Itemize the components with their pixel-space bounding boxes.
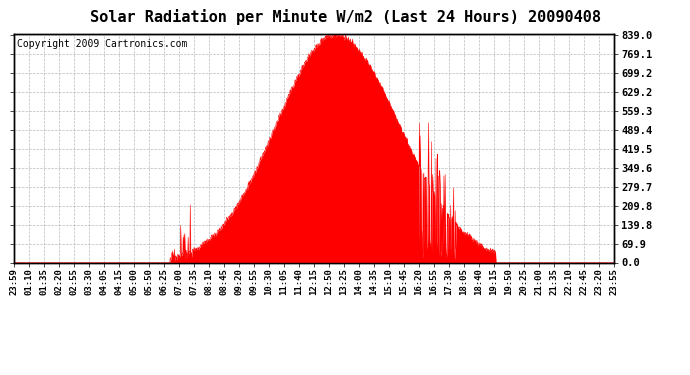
Text: Copyright 2009 Cartronics.com: Copyright 2009 Cartronics.com bbox=[17, 39, 187, 50]
Text: Solar Radiation per Minute W/m2 (Last 24 Hours) 20090408: Solar Radiation per Minute W/m2 (Last 24… bbox=[90, 9, 600, 26]
